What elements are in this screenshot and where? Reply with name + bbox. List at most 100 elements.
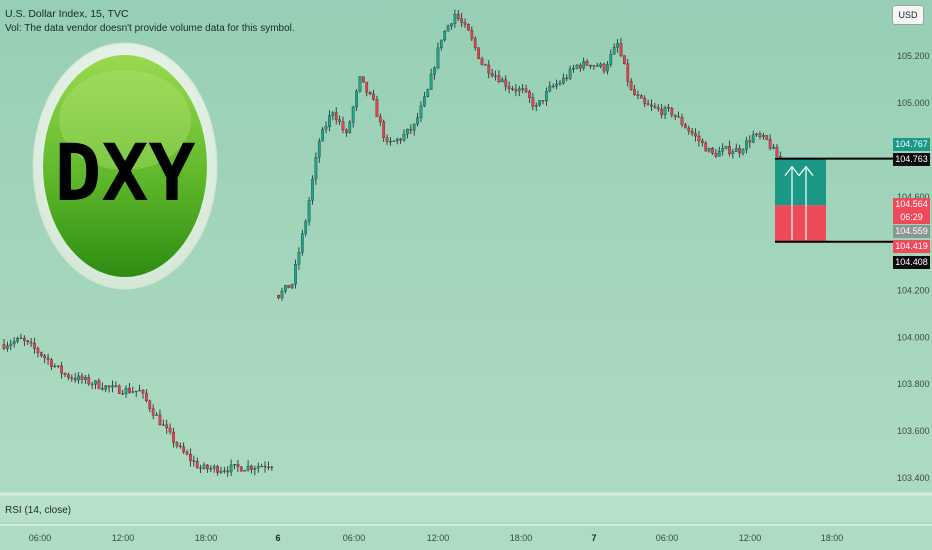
price-tag: 104.564 [893, 198, 930, 211]
price-axis[interactable]: 103.400 103.600 103.800 104.000 104.200 104.6… [897, 51, 930, 483]
up-arrow-icon [798, 165, 814, 240]
x-tick-label: 06:00 [29, 533, 52, 543]
candle [280, 287, 284, 301]
candle [738, 144, 741, 158]
profit-zone[interactable] [775, 158, 826, 206]
candle [385, 134, 389, 145]
candle [172, 427, 175, 448]
candle [338, 115, 341, 126]
candle [199, 464, 202, 474]
candle [684, 122, 687, 129]
candle [643, 95, 647, 108]
candle [690, 127, 694, 137]
y-tick-label: 105.200 [897, 51, 930, 61]
candle [165, 419, 169, 434]
candle [100, 382, 104, 391]
candle [84, 374, 87, 384]
candle [480, 56, 484, 66]
candle [565, 74, 569, 82]
x-tick-label: 06:00 [343, 533, 366, 543]
candle [758, 131, 762, 140]
candle [660, 103, 664, 119]
candle [287, 285, 291, 289]
candle [145, 389, 148, 403]
candle [470, 26, 474, 42]
candle [426, 88, 430, 98]
candle [548, 81, 552, 93]
candle [192, 455, 196, 467]
candle [307, 197, 311, 226]
candle [521, 83, 525, 94]
candle [158, 409, 162, 426]
candle [300, 229, 304, 256]
candle [402, 129, 406, 142]
candle [687, 125, 691, 135]
candle [12, 337, 16, 348]
candle [90, 381, 94, 389]
candle [372, 89, 375, 101]
candle [626, 58, 630, 87]
candle [6, 341, 9, 352]
price-tag: 104.559 [893, 225, 930, 238]
candle [724, 145, 728, 150]
candle [460, 13, 464, 28]
candle [714, 148, 718, 159]
candle [138, 384, 141, 392]
candle [382, 119, 386, 142]
candle [538, 100, 541, 107]
candle [53, 363, 57, 368]
x-tick-label: 18:00 [510, 533, 533, 543]
candle [267, 461, 270, 471]
candle [195, 457, 199, 469]
candle [2, 339, 6, 351]
candle [260, 463, 263, 468]
candle [751, 130, 755, 144]
candle [741, 148, 745, 156]
candle [351, 105, 355, 128]
candle [433, 66, 436, 80]
candle [406, 128, 409, 139]
candle [67, 372, 70, 381]
candle [314, 152, 318, 185]
candle [253, 465, 257, 476]
candle [361, 76, 365, 83]
candle [39, 351, 43, 358]
candle [348, 120, 352, 134]
long-position-tool[interactable] [775, 157, 893, 243]
candle [656, 104, 660, 112]
candle [700, 138, 704, 147]
candle [216, 464, 219, 476]
candle [762, 132, 765, 140]
candle [277, 294, 280, 300]
candle [517, 85, 521, 97]
candle [185, 449, 189, 456]
candle [636, 90, 640, 100]
candle [141, 389, 145, 399]
candle [463, 18, 467, 28]
candle [107, 385, 111, 393]
y-tick-label: 104.000 [897, 332, 930, 342]
candle [56, 365, 60, 369]
x-tick-label: 12:00 [427, 533, 450, 543]
candle [507, 81, 511, 94]
candle [731, 148, 735, 159]
candle [155, 411, 158, 416]
candle [728, 140, 731, 157]
price-tag: 104.419 [893, 240, 930, 253]
y-tick-label: 103.600 [897, 426, 930, 436]
time-axis[interactable]: 06:00 12:00 18:00 6 06:00 12:00 18:00 7 06:00 12:… [29, 533, 844, 543]
candle [341, 116, 345, 134]
price-tag: 104.763 [893, 153, 930, 166]
candle [263, 461, 267, 473]
candle [131, 386, 135, 394]
dxy-logo: DXY [32, 42, 218, 290]
candle [734, 143, 738, 152]
candle [36, 346, 40, 358]
candle [389, 137, 392, 146]
candle [317, 138, 321, 163]
currency-button[interactable]: USD [892, 5, 924, 25]
candle [755, 132, 758, 137]
loss-zone[interactable] [775, 205, 826, 242]
candle [222, 466, 226, 474]
